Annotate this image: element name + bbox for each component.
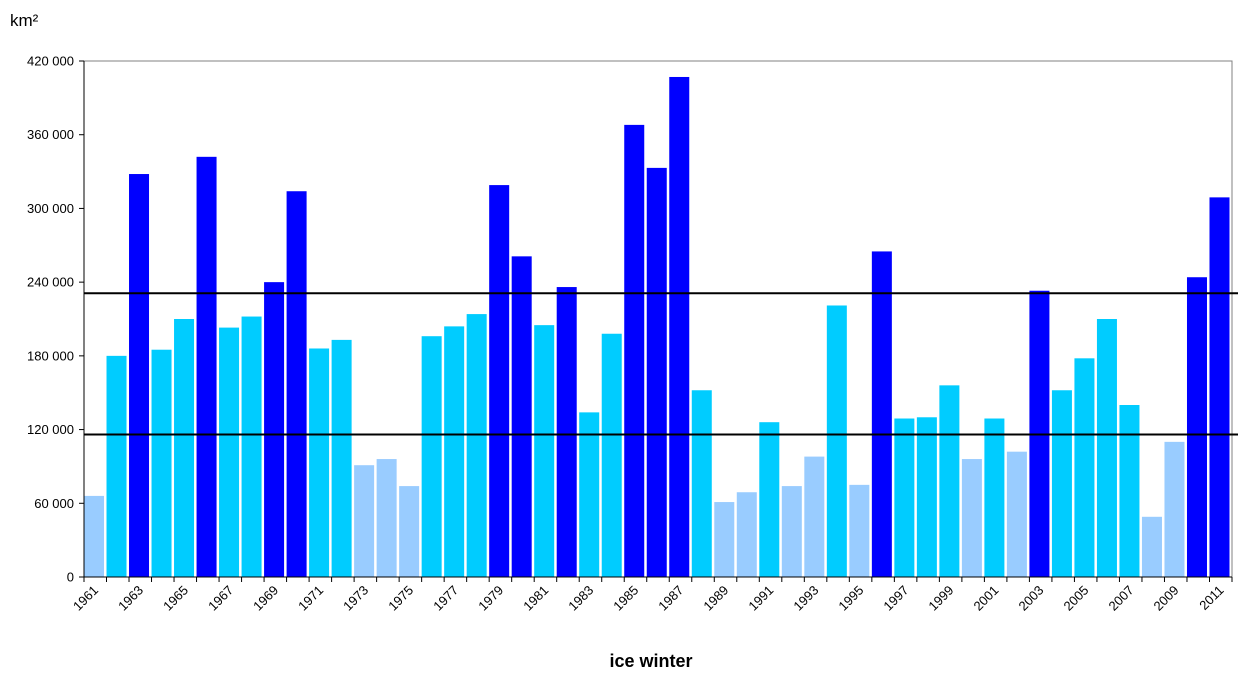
x-tick-label: 1969	[250, 583, 281, 614]
x-axis: 1961 1963 1965 1967 1969 1971 1973 1975 1977 1979…	[70, 576, 1233, 614]
bar-2007	[1119, 405, 1140, 577]
y-tick-label: 60 000	[34, 496, 74, 511]
y-axis: 0 60 000 120 000 180 000 240 000 300 000 360 0…	[27, 54, 85, 585]
bar-1962	[106, 355, 127, 577]
y-tick-label: 240 000	[27, 275, 74, 290]
bar-1983	[579, 412, 600, 577]
x-tick-label: 1977	[430, 583, 461, 614]
bar-2005	[1074, 358, 1095, 577]
bar-1979	[489, 185, 510, 578]
x-tick-label: 1967	[205, 583, 236, 614]
y-tick-label: 0	[67, 570, 74, 585]
bar-1999	[939, 385, 960, 577]
bar-1965	[174, 319, 195, 577]
bar-2011	[1209, 197, 1230, 577]
bar-1980	[511, 256, 532, 577]
x-tick-label: 1989	[700, 583, 731, 614]
bar-1964	[151, 349, 172, 577]
bar-1985	[624, 124, 645, 577]
bar-1982	[556, 287, 577, 577]
y-tick-label: 180 000	[27, 348, 74, 363]
x-tick-label: 1981	[520, 583, 551, 614]
bar-1976	[421, 336, 442, 577]
x-tick-label: 1975	[385, 583, 416, 614]
bar-1978	[466, 314, 487, 577]
x-tick-label: 2007	[1106, 583, 1137, 614]
bar-2008	[1141, 516, 1162, 577]
bars-group	[84, 76, 1230, 578]
x-tick-label: 1999	[925, 583, 956, 614]
x-tick-label: 1979	[475, 583, 506, 614]
bar-2001	[984, 418, 1005, 577]
bar-2009	[1164, 441, 1185, 577]
y-tick-label: 360 000	[27, 127, 74, 142]
x-tick-label: 2003	[1015, 583, 1046, 614]
bar-1981	[534, 325, 555, 577]
bar-2006	[1096, 319, 1117, 577]
x-tick-label: 1995	[835, 583, 866, 614]
x-tick-label: 1961	[70, 583, 101, 614]
bar-1991	[759, 422, 780, 577]
x-tick-label: 1985	[610, 583, 641, 614]
x-tick-label: 1963	[115, 583, 146, 614]
y-tick-label: 420 000	[27, 54, 74, 69]
bar-1974	[376, 459, 397, 577]
bar-1971	[309, 348, 330, 577]
bar-1970	[286, 191, 307, 577]
x-tick-label: 1997	[880, 583, 911, 614]
x-tick-label: 1983	[565, 583, 596, 614]
x-tick-label: 2009	[1151, 583, 1182, 614]
bar-1966	[196, 156, 217, 578]
x-axis-title: ice winter	[609, 651, 692, 671]
x-tick-label: 2005	[1061, 583, 1092, 614]
x-tick-label: 1965	[160, 583, 191, 614]
y-tick-label: 120 000	[27, 422, 74, 437]
bar-1967	[219, 327, 240, 577]
bar-1994	[826, 305, 847, 577]
bar-1989	[714, 502, 735, 577]
x-tick-label: 2001	[970, 583, 1001, 614]
bar-1997	[894, 418, 915, 577]
bar-1969	[264, 282, 285, 577]
bar-1961	[84, 495, 105, 577]
bar-1973	[354, 465, 375, 577]
bar-1987	[669, 76, 690, 577]
x-tick-label: 1971	[295, 583, 326, 614]
bar-1963	[129, 174, 150, 577]
bar-2002	[1006, 451, 1027, 577]
bar-1998	[916, 417, 937, 577]
reference-lines-group	[84, 292, 1238, 436]
y-tick-label: 300 000	[27, 201, 74, 216]
x-tick-label: 1991	[745, 583, 776, 614]
bar-2000	[961, 459, 982, 577]
y-axis-unit-label: km²	[10, 11, 39, 30]
bar-2004	[1051, 390, 1072, 577]
bar-1996	[871, 251, 892, 577]
x-tick-label: 1987	[655, 583, 686, 614]
bar-1975	[399, 486, 420, 577]
bar-1972	[331, 339, 352, 577]
bar-1977	[444, 326, 465, 577]
x-tick-label: 1993	[790, 583, 821, 614]
bar-1988	[691, 390, 712, 577]
bar-2010	[1186, 277, 1207, 577]
bar-1990	[736, 492, 757, 577]
bar-1984	[601, 333, 622, 577]
bar-1993	[804, 456, 825, 577]
x-tick-label: 2011	[1196, 583, 1226, 613]
bar-1968	[241, 316, 262, 577]
bar-1995	[849, 484, 870, 577]
bar-1986	[646, 167, 667, 577]
x-tick-label: 1973	[340, 583, 371, 614]
bar-1992	[781, 486, 802, 577]
